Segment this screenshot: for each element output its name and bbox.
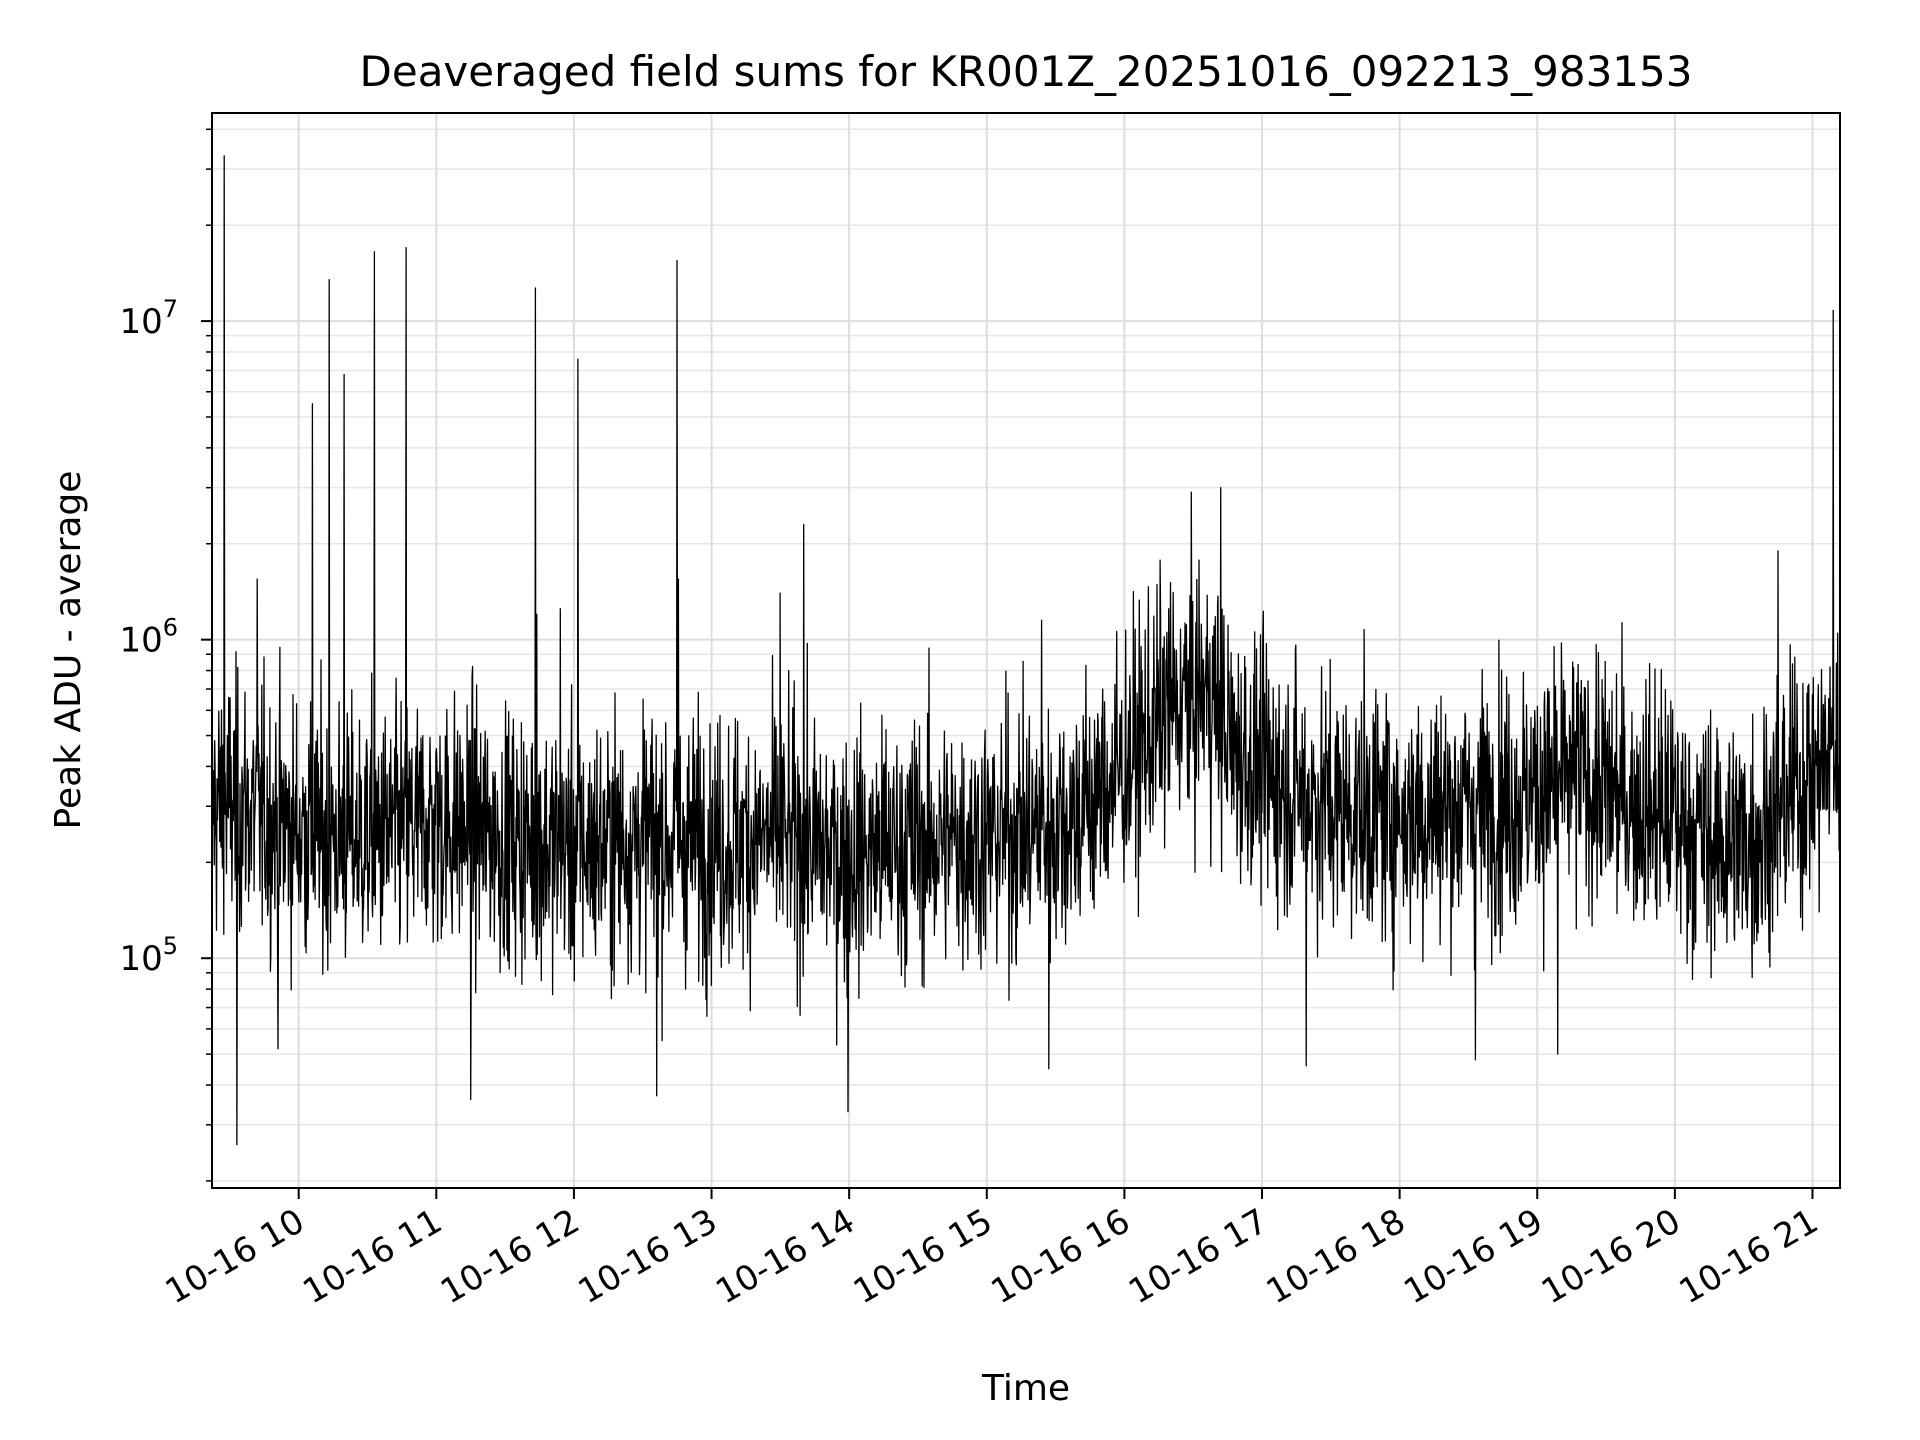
x-tick-label: 10-16 16 [985,1201,1137,1312]
x-tick-label: 10-16 20 [1535,1201,1687,1312]
plot-background [212,113,1840,1188]
series-group [211,155,1841,1146]
x-tick-label: 10-16 19 [1397,1201,1549,1312]
y-tick-label: 107 [119,295,178,342]
x-tick-label: 10-16 11 [296,1201,448,1312]
x-tick-label: 10-16 18 [1260,1201,1412,1312]
y-axis-label: Peak ADU - average [48,471,89,830]
y-tick-label: 105 [119,932,178,979]
series-line [211,155,1841,1146]
x-tick-label: 10-16 15 [847,1201,999,1312]
major-grid [212,113,1840,1188]
x-tick-label: 10-16 21 [1673,1201,1825,1312]
x-axis-label: Time [981,1368,1070,1409]
y-axis-ticks: 105 106 107 [119,128,212,1182]
chart-title: Deaveraged field sums for KR001Z_2025101… [360,47,1693,96]
x-tick-label: 10-16 10 [159,1201,311,1312]
x-tick-label: 10-16 17 [1122,1201,1274,1312]
x-tick-label: 10-16 12 [434,1201,586,1312]
plot-frame [211,112,1841,1189]
y-tick-label: 106 [119,614,178,661]
x-tick-label: 10-16 14 [709,1201,861,1312]
x-tick-label: 10-16 13 [572,1201,724,1312]
